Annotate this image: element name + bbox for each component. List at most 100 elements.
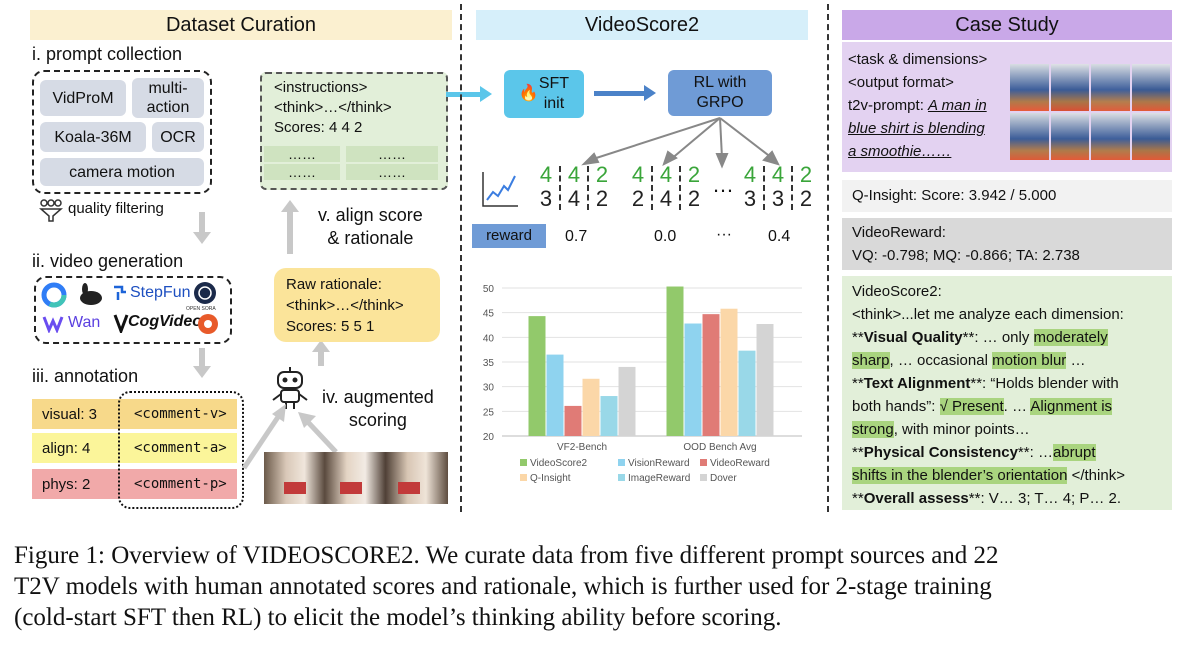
legend-swatch-4 [618,474,625,481]
case-video-frames [1010,64,1170,160]
aligned-cell-2: …… [346,146,438,162]
annotation-phys: phys: 2 <comment-p> [32,469,237,499]
vs2-vq-highlight-1: moderately [1033,329,1108,346]
flame-icon: 🔥 [518,85,539,102]
case-frame-4 [1131,64,1170,111]
step-video-generation: ii. video generation [32,251,184,271]
bar-1-3 [720,308,738,436]
video-frame-gift-1 [284,482,306,494]
bar-1-4 [738,350,756,436]
y-tick-label-0: 20 [483,432,495,443]
model-logo-ring-icon [41,282,67,308]
step-prompt-collection: i. prompt collection [32,44,183,64]
rollout-1-top-2: 4 [567,162,581,187]
vs2-ta-line-3: strong, with minor points… [852,421,1030,438]
vs2-pc-highlight: abrupt [1052,444,1096,461]
arrow-head-robot-up [312,340,330,352]
trend-chart-icon [482,172,518,207]
rollout-group-2: 4 4 2 2 4 2 [630,164,706,212]
case-prompt-text-2: blue shirt is blending [848,120,985,137]
case-prompt-prefix: t2v-prompt: [848,97,929,114]
caption-line-3: (cold-start SFT then RL) to elicit the m… [14,604,782,631]
case-prompt-line-4: blue shirt is blending [848,117,1008,140]
annotation-phys-comment: <comment-p> [134,476,227,492]
legend-label-2: VideoReward [710,458,770,469]
rollout-1-bot-3: 2 [595,186,609,211]
aligned-line-2: <think>…</think> [274,99,392,116]
cogvideo-logo-text: CogVideo [128,313,203,330]
x-tick-label-1: OOD Bench Avg [683,442,756,453]
rollout-group-3: 4 4 2 3 3 2 [742,164,818,212]
rollout-ellipsis: … [712,172,734,197]
aligned-cell-4: …… [346,164,438,180]
legend-label-0: VideoScore2 [530,458,588,469]
sft-init-box: 🔥 SFT init [504,70,584,118]
rollout-3-top-1: 4 [743,162,757,187]
rollout-3-bot-1: 3 [743,186,757,211]
rollout-2-bot-3: 2 [687,186,701,211]
bar-0-4 [600,396,618,436]
arrow-to-model-head [480,86,492,102]
reward-value-4: 0.4 [768,228,791,245]
bar-1-2 [702,314,720,436]
legend-label-1: VisionReward [628,458,690,469]
rollout-2-bot-1: 2 [631,186,645,211]
arrow-shaft-1 [199,212,205,232]
vs2-pc-label: Physical Consistency [863,444,1018,461]
legend-swatch-2 [700,459,707,466]
source-camera-motion: camera motion [40,158,204,186]
aligned-line-3: Scores: 4 4 2 [274,119,363,136]
rl-grpo-box: RL with GRPO [668,70,772,116]
legend-swatch-5 [700,474,707,481]
arrow-sft-to-rl-shaft [594,91,644,96]
rollout-2-top-3: 2 [687,162,701,187]
case-prompt-line-3: t2v-prompt: A man in [848,94,1008,117]
arrow-sft-to-rl-head [644,85,656,101]
case-prompt-line-2: <output format> [848,74,954,91]
bar-0-5 [618,366,636,436]
rollout-1-sep-1 [559,166,561,210]
raw-rationale-line-2: <think>…</think> [286,297,404,314]
arrow-head-align-up [281,200,299,212]
rollout-3-bot-2: 3 [771,186,785,211]
rollout-3-sep-2 [791,166,793,210]
annotation-align: align: 4 <comment-a> [32,433,237,463]
reward-value-2: 0.0 [654,228,677,245]
rollout-2-top-1: 4 [631,162,645,187]
case-prompt-line-5: a smoothie…… [848,140,1008,163]
vs2-pc-line: **Physical Consistency**: …abrupt [852,444,1096,461]
raw-rationale-line-3: Scores: 5 5 1 [286,318,375,335]
vs2-vq-label: Visual Quality [863,329,963,346]
legend-swatch-3 [520,474,527,481]
stepfun-logo-text: StepFun [130,284,191,301]
case-prompt-text: <task & dimensions> <output format> t2v-… [848,48,1008,163]
section-title-model: VideoScore2 [476,10,808,40]
aligned-cell-1: …… [264,146,340,162]
source-vidprom: VidProM [40,80,126,116]
raw-rationale-line-1: Raw rationale: [286,276,382,293]
wan-logo-text: Wan [68,314,101,331]
reward-label: reward [472,224,546,248]
divider-left [460,4,462,512]
annotation-align-score: align: 4 [42,439,91,457]
video-frame-gift-2 [340,482,362,494]
vs2-ta-line: **Text Alignment**: “Holds blender with [852,375,1119,392]
rollout-2-sep-1 [651,166,653,210]
caption-line-2: T2V models with human annotated scores a… [14,573,992,600]
legend-label-4: ImageReward [628,473,690,484]
bar-0-0 [528,316,546,436]
videoreward-scores: VQ: -0.798; MQ: -0.866; TA: 2.738 [852,247,1080,264]
model-logo-rabbit-icon [80,283,102,305]
rollout-1-top-1: 4 [539,162,553,187]
vs2-vq-highlight-2: motion blur [992,352,1067,369]
open-sora-logo-text: OPEN SORA [186,306,216,312]
legend-label-5: Dover [710,473,737,484]
rollout-2-top-2: 4 [659,162,673,187]
rollout-2-sep-2 [679,166,681,210]
arrow-to-model-shaft [446,92,480,97]
annotation-phys-score: phys: 2 [42,475,91,493]
source-ocr: OCR [152,122,204,152]
case-frame-2 [1050,64,1089,111]
generators-box [34,276,232,344]
section-title-curation: Dataset Curation [30,10,452,40]
